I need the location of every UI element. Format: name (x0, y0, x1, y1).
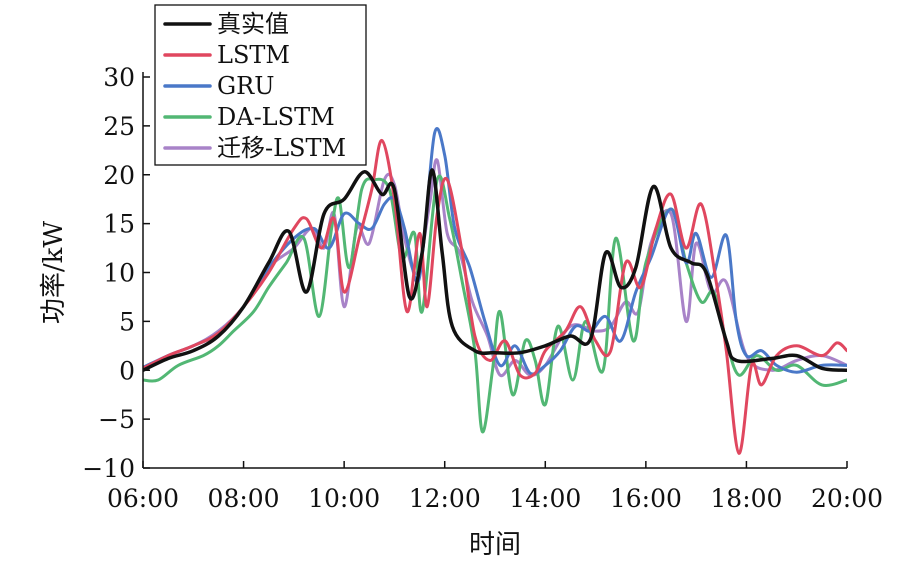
y-tick-label: 25 (103, 112, 135, 141)
y-axis-title: 功率/kW (39, 221, 69, 325)
series-line-0 (143, 168, 847, 373)
y-tick-label: 0 (119, 356, 135, 385)
legend-label: GRU (217, 72, 274, 100)
series-layer (143, 126, 847, 455)
legend-label: 真实值 (217, 10, 289, 38)
x-tick-label: 16:00 (610, 484, 682, 513)
series-line-1 (143, 138, 847, 455)
x-tick-label: 14:00 (509, 484, 581, 513)
legend-label: DA-LSTM (217, 103, 335, 131)
y-tick-label: −10 (82, 454, 135, 483)
y-tick-label: 15 (103, 210, 135, 239)
axes-layer: −10 −5 0 5 10 15 20 25 30 06:00 08:00 10:00 12:00 14:… (39, 63, 883, 560)
x-tick-label: 08:00 (208, 484, 280, 513)
legend-label: 迁移-LSTM (217, 134, 346, 162)
x-axis-title: 时间 (469, 530, 521, 560)
x-tick-label: 12:00 (409, 484, 481, 513)
x-tick-label: 10:00 (308, 484, 380, 513)
y-tick-label: 30 (103, 63, 135, 92)
x-tick-label: 20:00 (811, 484, 883, 513)
x-tick-label: 18:00 (710, 484, 782, 513)
series-line-3 (143, 174, 847, 434)
series-line-4 (143, 158, 847, 378)
y-tick-label: 20 (103, 161, 135, 190)
legend-label: LSTM (217, 41, 290, 69)
y-tick-label: −5 (98, 405, 135, 434)
x-tick-label: 06:00 (107, 484, 179, 513)
legend: 真实值 LSTM GRU DA-LSTM 迁移-LSTM (154, 4, 367, 166)
y-tick-label: 10 (103, 259, 135, 288)
series-line-2 (143, 126, 847, 376)
y-tick-label: 5 (119, 307, 135, 336)
